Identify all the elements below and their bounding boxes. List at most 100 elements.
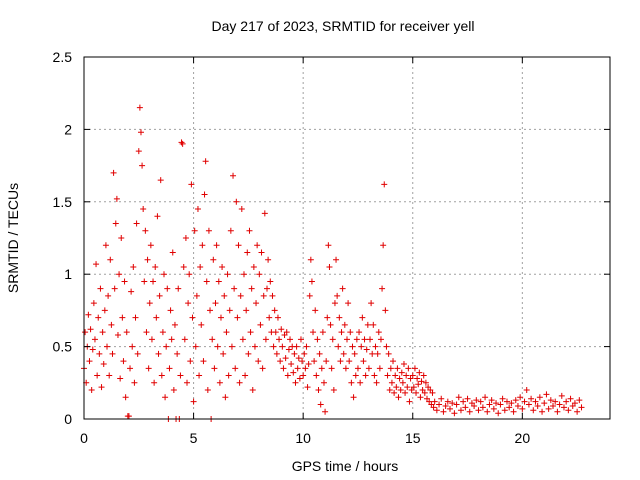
data-point (371, 372, 378, 379)
data-point (205, 227, 212, 234)
data-point (274, 314, 281, 321)
data-point (236, 379, 243, 386)
data-point (484, 408, 491, 415)
data-point (112, 220, 119, 227)
data-point (521, 398, 528, 405)
data-point (116, 271, 123, 278)
data-point (398, 369, 405, 376)
data-point (140, 206, 147, 213)
data-point (315, 387, 322, 394)
data-point (429, 389, 436, 396)
data-point (331, 300, 338, 307)
data-point (141, 278, 148, 285)
y-tick-label: 2 (64, 121, 72, 137)
data-point (101, 307, 108, 314)
data-point (148, 336, 155, 343)
data-point (314, 336, 321, 343)
data-point (364, 321, 371, 328)
data-point (541, 400, 548, 407)
data-point (233, 198, 240, 205)
data-point (113, 195, 120, 202)
data-point (132, 314, 139, 321)
data-point (403, 372, 410, 379)
data-point (510, 408, 517, 415)
data-point (246, 227, 253, 234)
data-point (197, 263, 204, 270)
data-point (169, 249, 176, 256)
data-point (304, 384, 311, 391)
data-point (405, 365, 412, 372)
data-point (543, 391, 550, 398)
data-point (384, 372, 391, 379)
data-point (506, 404, 513, 411)
data-point (508, 400, 515, 407)
data-point (530, 407, 537, 414)
data-point (308, 278, 315, 285)
data-point (143, 329, 150, 336)
data-point (501, 407, 508, 414)
data-point (362, 372, 369, 379)
data-point (301, 350, 308, 357)
data-point (375, 329, 382, 336)
data-point (244, 249, 251, 256)
data-point (146, 300, 153, 307)
data-point (479, 404, 486, 411)
data-point (94, 372, 101, 379)
data-point (449, 400, 456, 407)
data-point (130, 263, 137, 270)
data-point (534, 402, 541, 409)
y-tick-label: 1 (64, 266, 72, 282)
data-point (523, 387, 530, 394)
data-point (199, 242, 206, 249)
data-point (210, 256, 217, 263)
data-point (260, 292, 267, 299)
data-point (313, 372, 320, 379)
data-point (192, 343, 199, 350)
data-point (97, 285, 104, 292)
data-point (277, 358, 284, 365)
data-point (490, 405, 497, 412)
chart-title: Day 217 of 2023, SRMTID for receiver yel… (212, 18, 475, 34)
data-point (486, 401, 493, 408)
data-point (291, 350, 298, 357)
data-point (225, 372, 232, 379)
data-point (155, 350, 162, 357)
data-point (248, 285, 255, 292)
data-point (297, 336, 304, 343)
data-point (514, 402, 521, 409)
data-point (186, 271, 193, 278)
data-point (440, 408, 447, 415)
data-point (438, 395, 445, 402)
data-point (340, 350, 347, 357)
data-point (396, 375, 403, 382)
data-point (118, 235, 125, 241)
data-point (202, 158, 209, 165)
data-point (306, 292, 313, 299)
data-point (311, 358, 318, 365)
plot-frame (83, 56, 611, 420)
data-point (404, 384, 411, 391)
data-point (319, 329, 326, 336)
data-point (536, 394, 543, 401)
x-tick-label: 20 (515, 430, 531, 446)
data-point (190, 398, 197, 405)
data-point (363, 346, 370, 353)
data-point (293, 343, 300, 350)
data-point (100, 360, 107, 367)
data-point (316, 350, 323, 357)
data-point (576, 397, 583, 404)
data-point (386, 387, 393, 394)
data-point (430, 404, 437, 411)
data-point (322, 408, 329, 415)
data-point (350, 394, 357, 401)
data-point (545, 405, 552, 412)
data-point (436, 401, 443, 408)
y-tick-label: 2.5 (53, 49, 73, 65)
data-point (156, 292, 163, 299)
data-point (284, 372, 291, 379)
data-point (162, 394, 169, 401)
data-point (167, 307, 174, 314)
data-point (337, 358, 344, 365)
data-point (471, 402, 478, 409)
data-point (466, 408, 473, 415)
